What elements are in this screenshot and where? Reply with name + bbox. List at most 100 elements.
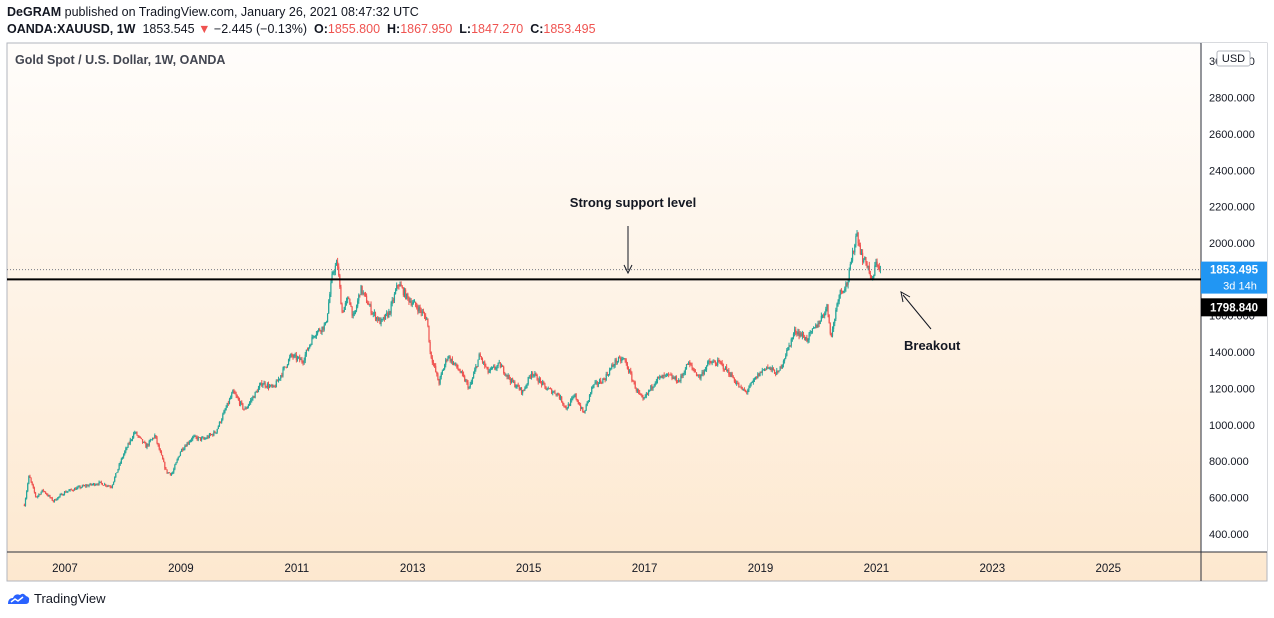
candle-body [708,360,710,362]
chart-title: Gold Spot / U.S. Dollar, 1W, OANDA [15,53,225,67]
support-annotation[interactable]: Strong support level [570,195,696,210]
candle-body [312,336,314,338]
candle-body [75,488,77,490]
footer-brand[interactable]: TradingView [6,591,106,606]
candle-body [869,273,871,277]
candle-body [148,440,150,446]
candle-body [723,369,725,370]
candle-body [380,319,382,325]
candle-body [621,359,623,362]
ohlc-line: OANDA:XAUUSD, 1W 1853.545 ▼ −2.445 (−0.1… [7,22,596,36]
candle-body [51,497,53,501]
candle-body [234,392,236,395]
candle-body [361,285,363,294]
candle-body [314,335,316,337]
candle-body [776,370,778,375]
candle-body [368,304,370,306]
open-value: 1855.800 [327,22,381,36]
candle-body [418,307,420,312]
candle-body [614,359,616,366]
support-price-badge[interactable] [1201,298,1267,317]
candle-body [214,431,216,434]
candle-body [138,436,140,437]
breakout-annotation[interactable]: Breakout [904,338,961,353]
candle-body [92,483,95,485]
candle-body [627,368,630,372]
candle-body [727,370,729,371]
candle-body [145,443,147,448]
candle-body [768,367,770,369]
candle-body [707,361,709,366]
candle-body [487,367,489,373]
candle-body [419,307,421,311]
support-arrow-head [623,264,633,275]
candle-body [117,469,119,473]
candle-body [399,284,401,287]
candle-body [174,465,176,470]
candle-body [270,384,272,386]
change-value: −2.445 (−0.13%) [213,22,308,36]
candle-body [564,405,566,407]
candle-body [59,494,61,497]
candle-body [147,444,149,446]
candle-body [140,437,143,440]
candle-body [257,387,260,393]
candle-body [446,359,448,361]
candle-body [43,491,46,492]
candle-body [466,380,468,383]
candle-body [458,369,460,371]
candle-body [300,359,302,361]
candle-body [381,318,383,320]
time-tick-label: 2023 [980,563,1006,575]
candle-body [447,357,449,360]
candle-body [761,370,763,373]
price-tick-label: 600.000 [1209,492,1249,504]
candle-body [647,390,650,394]
candle-body [269,385,271,388]
candle-body [791,337,793,340]
price-axis[interactable] [1201,43,1267,552]
candle-body [548,388,550,390]
candle-body [814,327,816,329]
candle-body [320,330,322,332]
publisher-name[interactable]: DeGRAM [7,5,62,19]
candle-body [44,491,47,494]
currency-badge[interactable] [1216,50,1251,67]
candle-body [811,328,814,332]
candle-body [137,435,139,437]
candle-body [348,297,350,299]
candle-body [701,372,703,376]
candle-body [306,349,309,351]
candle-body [685,364,688,370]
candle-body [309,345,311,348]
candle-body [726,366,728,371]
price-tick-label: 400.000 [1209,529,1249,541]
candle-body [593,384,595,387]
current-price-badge[interactable] [1201,261,1267,294]
candle-body [629,370,631,372]
candle-body [467,382,469,389]
candle-body [663,375,665,376]
change-down-icon: ▼ [198,22,211,36]
candle-body [340,286,342,305]
candle-body [263,382,265,385]
candle-body [816,324,818,328]
candle-body [569,400,572,406]
open-label: O: [314,22,328,36]
candle-body [273,385,275,387]
candle-body [780,366,782,368]
candle-body [836,304,838,310]
candle-body [83,485,86,487]
candle-body [600,380,602,383]
candle-body [557,393,559,396]
candle-body [184,446,186,449]
candle-body [732,377,734,379]
candle-body [479,354,481,357]
candle-body [80,487,82,488]
candle-body [554,391,556,394]
candle-body [347,297,349,301]
candle-body [428,325,430,343]
candle-body [469,384,471,388]
candle-body [90,483,92,485]
